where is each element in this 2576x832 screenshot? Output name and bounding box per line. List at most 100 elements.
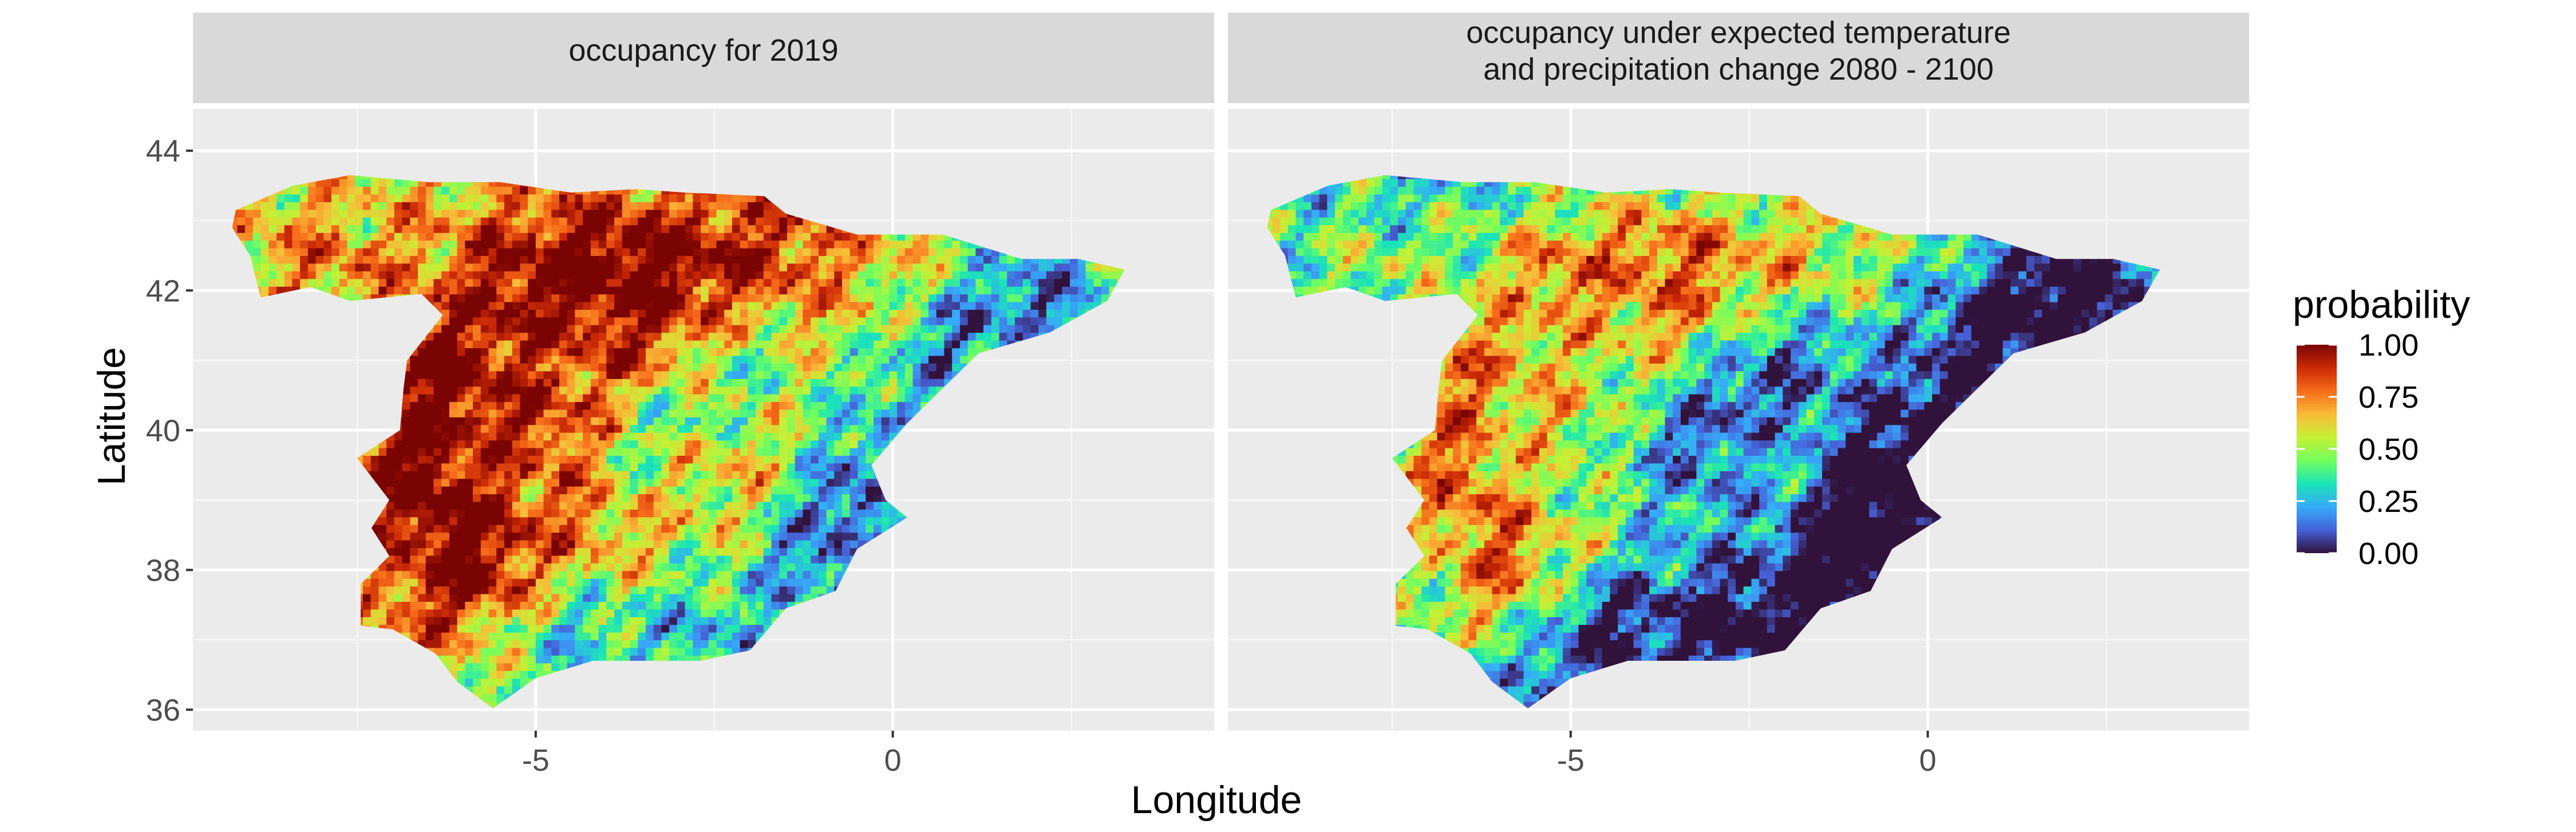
raster-cell: [583, 286, 591, 294]
raster-cell: [732, 494, 741, 502]
raster-cell: [575, 202, 583, 210]
raster-cell: [520, 248, 528, 256]
raster-cell: [732, 540, 741, 548]
raster-cell: [567, 363, 576, 371]
raster-cell: [756, 294, 764, 302]
raster-cell: [630, 617, 639, 625]
raster-cell: [559, 217, 568, 225]
raster-cell: [504, 425, 513, 433]
raster-cell: [606, 286, 615, 294]
raster-cell: [457, 494, 466, 502]
raster-cell: [300, 248, 309, 256]
raster-cell: [724, 455, 733, 463]
raster-cell: [449, 471, 458, 479]
raster-cell: [654, 640, 662, 648]
raster-cell: [544, 356, 552, 364]
raster-cell: [709, 325, 717, 333]
raster-cell: [654, 609, 662, 617]
raster-cell: [677, 471, 686, 479]
raster-cell: [559, 479, 568, 487]
raster-cell: [567, 286, 576, 294]
raster-cell: [496, 325, 505, 333]
raster-cell: [465, 371, 473, 379]
raster-cell: [622, 363, 631, 371]
raster-cell: [567, 248, 576, 256]
raster-cell: [512, 425, 521, 433]
raster-cell: [575, 486, 583, 494]
raster-cell: [693, 240, 701, 248]
raster-cell: [481, 225, 489, 233]
raster-cell: [614, 371, 623, 379]
raster-cell: [402, 279, 411, 287]
raster-cell: [661, 217, 670, 225]
raster-cell: [724, 378, 733, 387]
raster-cell: [591, 325, 599, 333]
raster-cell: [654, 494, 662, 502]
raster-cell: [559, 378, 568, 387]
raster-cell: [630, 255, 639, 263]
raster-cell: [732, 471, 741, 479]
raster-cell: [748, 271, 756, 279]
raster-cell: [646, 394, 654, 402]
raster-cell: [724, 563, 733, 571]
raster-cell: [331, 255, 340, 263]
raster-cell: [748, 533, 756, 541]
raster-cell: [732, 525, 741, 533]
raster-cell: [394, 286, 403, 294]
raster-cell: [316, 232, 325, 240]
raster-cell: [473, 401, 481, 409]
raster-cell: [544, 302, 552, 310]
raster-cell: [559, 432, 568, 440]
raster-cell: [661, 440, 670, 448]
raster-cell: [646, 525, 654, 533]
raster-cell: [292, 225, 301, 233]
raster-cell: [426, 248, 434, 256]
raster-cell: [748, 378, 756, 387]
raster-cell: [512, 286, 521, 294]
raster-cell: [677, 271, 686, 279]
raster-cell: [268, 279, 277, 287]
raster-cell: [536, 509, 544, 517]
raster-cell: [717, 409, 725, 417]
raster-cell: [363, 210, 372, 218]
raster-cell: [544, 378, 552, 387]
raster-cell: [630, 563, 639, 571]
raster-cell: [520, 617, 528, 625]
raster-cell: [261, 263, 270, 271]
raster-cell: [661, 448, 670, 456]
raster-cell: [677, 448, 686, 456]
raster-cell: [418, 202, 426, 210]
raster-cell: [654, 217, 662, 225]
raster-cell: [528, 186, 536, 194]
raster-cell: [426, 417, 434, 425]
raster-cell: [567, 210, 576, 218]
raster-cell: [457, 540, 466, 548]
raster-cell: [599, 509, 607, 517]
raster-cell: [654, 547, 662, 555]
raster-cell: [520, 401, 528, 409]
raster-cell: [433, 356, 442, 364]
raster-cell: [724, 217, 733, 225]
raster-cell: [559, 640, 568, 648]
raster-cell: [512, 394, 521, 402]
raster-cell: [575, 632, 583, 640]
raster-cell: [740, 263, 749, 271]
raster-cell: [654, 509, 662, 517]
raster-cell: [457, 255, 466, 263]
raster-cell: [285, 279, 293, 287]
raster-cell: [724, 486, 733, 494]
raster-cell: [685, 509, 694, 517]
raster-cell: [386, 486, 395, 494]
raster-cell: [386, 263, 395, 271]
raster-cell: [748, 371, 756, 379]
raster-cell: [685, 448, 694, 456]
raster-cell: [575, 194, 583, 202]
raster-cell: [520, 194, 528, 202]
raster-cell: [410, 494, 418, 502]
raster-cell: [748, 632, 756, 640]
raster-cell: [465, 563, 473, 571]
raster-cell: [457, 378, 466, 387]
raster-cell: [536, 648, 544, 656]
raster-cell: [646, 533, 654, 541]
raster-cell: [646, 340, 654, 348]
